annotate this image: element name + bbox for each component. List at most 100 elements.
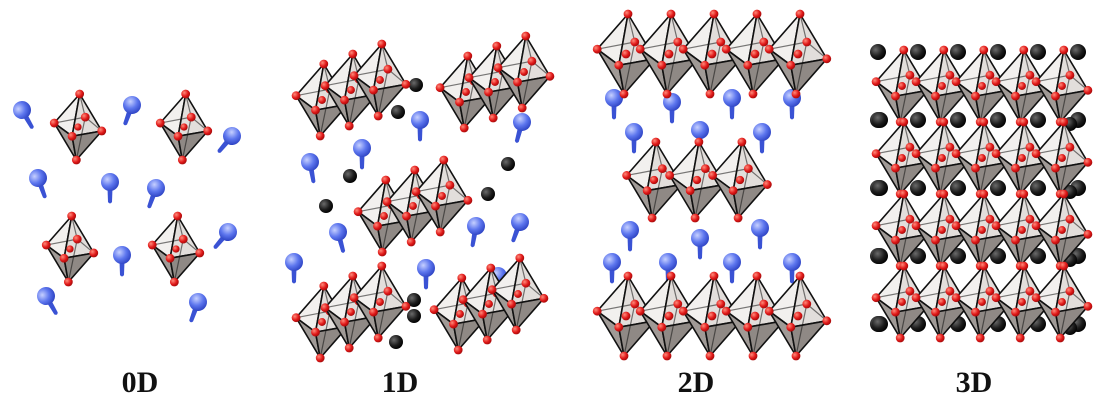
- metal-center: [438, 192, 446, 200]
- metal-center: [376, 76, 384, 84]
- oxygen-atom: [458, 295, 468, 305]
- oxygen-atom: [592, 306, 602, 316]
- oxygen-atom: [373, 333, 383, 343]
- oxygen-atom: [320, 303, 330, 313]
- oxygen-atom: [951, 77, 961, 87]
- oxygen-atom: [614, 322, 624, 332]
- metal-center: [938, 298, 946, 306]
- metal-center: [520, 68, 528, 76]
- octahedron-2d: [635, 9, 703, 99]
- inorganic-cation: [950, 44, 966, 60]
- inorganic-cation-layer: [319, 44, 1086, 349]
- oxygen-atom: [991, 77, 1001, 87]
- metal-center: [750, 311, 760, 321]
- oxygen-atom: [985, 286, 995, 296]
- oxygen-atom: [348, 271, 358, 281]
- metal-center: [380, 212, 388, 220]
- oxygen-atom: [748, 351, 758, 361]
- oxygen-atom: [521, 31, 531, 41]
- metal-center: [1058, 82, 1066, 90]
- oxygen-atom: [931, 235, 940, 245]
- oxygen-atom: [455, 97, 464, 107]
- oxygen-atom: [369, 85, 378, 95]
- octahedron-3d: [1031, 117, 1093, 199]
- oxygen-atom: [1031, 293, 1041, 303]
- oxygen-atom: [931, 307, 940, 317]
- oxygen-atom: [80, 112, 90, 122]
- octahedron-1d: [349, 39, 411, 121]
- oxygen-atom: [178, 234, 188, 244]
- organic-cation: [353, 139, 371, 170]
- inorganic-cation: [990, 112, 1006, 128]
- oxygen-atom: [1065, 286, 1075, 296]
- octahedron-3d: [871, 189, 933, 271]
- inorganic-cation: [870, 44, 886, 60]
- oxygen-atom: [945, 142, 955, 152]
- octahedron-3d: [991, 45, 1053, 127]
- oxygen-atom: [630, 37, 640, 47]
- oxygen-atom: [905, 142, 915, 152]
- oxygen-atom: [1059, 261, 1069, 271]
- oxygen-atom: [1065, 214, 1075, 224]
- oxygen-atom: [435, 83, 445, 93]
- oxygen-atom: [377, 39, 387, 49]
- oxygen-atom: [320, 81, 330, 91]
- oxygen-atom: [63, 277, 73, 287]
- oxygen-atom: [411, 187, 421, 197]
- oxygen-atom: [457, 273, 467, 283]
- metal-center: [1018, 154, 1026, 162]
- octahedron-1d: [493, 31, 555, 113]
- octahedron-0d: [147, 211, 205, 287]
- octahedron-3d: [951, 117, 1013, 199]
- oxygen-atom: [488, 113, 498, 123]
- metal-center: [898, 154, 906, 162]
- octahedron-3d: [911, 45, 973, 127]
- oxygen-atom: [319, 59, 329, 69]
- metal-center: [938, 82, 946, 90]
- oxygen-atom: [431, 201, 440, 211]
- metal-center: [898, 298, 906, 306]
- organic-cation: [101, 173, 119, 204]
- label-3d: 3D: [955, 366, 993, 399]
- inorganic-cation: [1070, 44, 1086, 60]
- oxygen-atom: [1065, 142, 1075, 152]
- metal-center: [898, 82, 906, 90]
- organic-cation: [147, 179, 165, 209]
- inorganic-cation: [391, 105, 405, 119]
- metal-center: [1018, 226, 1026, 234]
- oxygen-atom: [75, 89, 85, 99]
- octahedron-2d: [721, 271, 789, 361]
- organic-cation: [603, 253, 621, 284]
- label-1d: 1D: [381, 366, 419, 399]
- oxygen-atom: [1065, 70, 1075, 80]
- inorganic-cation: [950, 248, 966, 264]
- oxygen-atom: [700, 60, 710, 70]
- oxygen-atom: [67, 131, 77, 141]
- oxygen-atom: [678, 306, 688, 316]
- oxygen-atom: [614, 60, 624, 70]
- oxygen-atom: [871, 221, 881, 231]
- metal-center: [793, 311, 803, 321]
- inorganic-cation: [1030, 248, 1046, 264]
- oxygen-atom: [802, 37, 812, 47]
- oxygen-atom: [1051, 235, 1060, 245]
- oxygen-atom: [383, 64, 393, 74]
- oxygen-atom: [951, 149, 961, 159]
- oxygen-atom: [340, 317, 349, 327]
- oxygen-atom: [1015, 333, 1025, 343]
- oxygen-atom: [492, 41, 502, 51]
- organic-cation: [29, 169, 47, 199]
- oxygen-atom: [979, 261, 989, 271]
- octahedron-3d: [871, 261, 933, 343]
- oxygen-atom: [41, 240, 51, 250]
- metal-center: [898, 226, 906, 234]
- oxygen-atom: [975, 333, 985, 343]
- metal-center: [456, 310, 464, 318]
- oxygen-atom: [1059, 189, 1069, 199]
- oxygen-atom: [435, 227, 445, 237]
- oxygen-atom: [344, 343, 354, 353]
- oxygen-atom: [439, 155, 449, 165]
- oxygen-atom: [348, 49, 358, 59]
- metal-center: [1058, 226, 1066, 234]
- octahedron-3d: [911, 261, 973, 343]
